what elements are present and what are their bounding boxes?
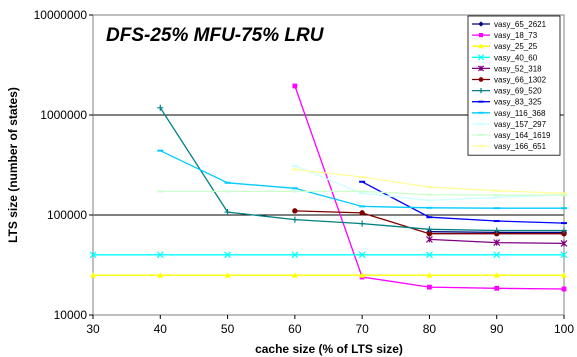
legend-item: vasy_52_318 [472, 64, 542, 73]
y-tick-label: 10000 [54, 308, 88, 322]
legend-item: vasy_116_368 [472, 109, 546, 118]
legend-label: vasy_25_25 [494, 42, 538, 51]
data-point [478, 21, 484, 27]
data-point [426, 226, 433, 233]
data-point [157, 104, 164, 111]
x-tick-label: 50 [221, 322, 235, 336]
series-vasy_66_1302 [292, 208, 567, 237]
data-point [494, 231, 500, 237]
data-point [224, 272, 231, 278]
data-point [493, 239, 501, 246]
x-tick-label: 60 [288, 322, 302, 336]
data-point [89, 251, 97, 259]
data-point [477, 65, 485, 72]
series-line [361, 181, 565, 224]
legend-label: vasy_157_297 [494, 120, 547, 129]
legend-label: vasy_83_325 [494, 98, 542, 107]
legend-label: vasy_69_520 [494, 87, 542, 96]
legend-label: vasy_164_1619 [494, 131, 551, 140]
legend-item: vasy_166_651 [472, 142, 547, 151]
legend-item: vasy_69_520 [472, 87, 542, 96]
x-tick-label: 90 [490, 322, 504, 336]
data-point [358, 251, 366, 259]
data-point [560, 251, 568, 259]
legend-item: vasy_83_325 [472, 98, 542, 107]
data-point [478, 43, 484, 49]
series-vasy_116_368 [157, 149, 567, 210]
series-vasy_164_1619 [157, 190, 567, 197]
data-point [561, 286, 567, 292]
data-point [494, 285, 500, 291]
legend-item: vasy_66_1302 [472, 76, 547, 85]
data-point [426, 272, 433, 278]
data-point [291, 251, 299, 259]
x-tick-label: 30 [86, 322, 100, 336]
legend-label: vasy_52_318 [494, 64, 542, 73]
y-axis-title: LTS size (number of states) [6, 87, 20, 243]
data-point [359, 220, 366, 227]
legend-label: vasy_166_651 [494, 142, 547, 151]
data-point [493, 272, 500, 278]
legend-item: vasy_65_2621 [472, 20, 547, 29]
series-vasy_83_325 [359, 180, 567, 225]
data-point [359, 272, 366, 278]
series-vasy_40_60 [89, 251, 568, 259]
data-point [478, 77, 484, 82]
data-point [426, 251, 433, 259]
legend-label: vasy_116_368 [494, 109, 546, 118]
legend-item: vasy_25_25 [472, 42, 538, 51]
legend-item: vasy_18_73 [472, 31, 538, 40]
legend-label: vasy_66_1302 [494, 76, 547, 85]
legend: vasy_65_2621 vasy_18_73 vasy_25_25 vasy_40_… [467, 15, 561, 156]
y-tick-label: 100000 [47, 208, 87, 222]
y-tick-label: 1000000 [40, 108, 87, 122]
data-point [426, 235, 433, 243]
legend-label: vasy_18_73 [494, 31, 538, 40]
data-point [224, 209, 231, 216]
data-point [224, 251, 231, 259]
data-point [427, 284, 432, 290]
data-point [292, 208, 298, 214]
data-point [157, 272, 164, 278]
data-point [156, 251, 164, 259]
series-vasy_25_25 [90, 272, 567, 278]
data-point [291, 216, 298, 223]
data-point [561, 227, 567, 234]
data-point [561, 231, 567, 237]
chart-title: DFS-25% MFU-75% LRU [106, 25, 325, 46]
legend-item: vasy_157_297 [472, 120, 547, 129]
data-point [426, 231, 433, 237]
legend-label: vasy_40_60 [494, 53, 538, 62]
x-tick-label: 40 [154, 322, 168, 336]
legend-box [467, 15, 561, 156]
data-point [477, 54, 485, 61]
data-point [561, 272, 567, 278]
x-axis-title: cache size (% of LTS size) [255, 342, 403, 356]
data-point [560, 239, 568, 247]
data-point [493, 251, 501, 259]
y-tick-label: 10000000 [34, 8, 88, 22]
data-point [291, 272, 298, 278]
legend-item: vasy_164_1619 [472, 131, 551, 140]
data-point [90, 272, 96, 278]
series-layer [89, 83, 568, 292]
data-point [292, 83, 298, 89]
plot-area [92, 14, 565, 316]
x-tick-label: 70 [355, 322, 369, 336]
y-ticks: 10000 100000 1000000 10000000 [34, 8, 93, 322]
series-vasy_52_318 [426, 235, 568, 247]
data-point [478, 88, 484, 94]
data-point [359, 210, 365, 216]
series-vasy_166_651 [291, 168, 567, 195]
data-point [493, 227, 500, 234]
x-ticks: 30 40 50 60 70 80 90 100 [86, 315, 574, 336]
x-tick-label: 80 [423, 322, 437, 336]
legend-label: vasy_65_2621 [494, 20, 547, 29]
data-point [478, 33, 484, 38]
series-vasy_69_520 [157, 104, 567, 234]
x-tick-label: 100 [554, 322, 574, 336]
legend-item: vasy_40_60 [472, 53, 538, 62]
